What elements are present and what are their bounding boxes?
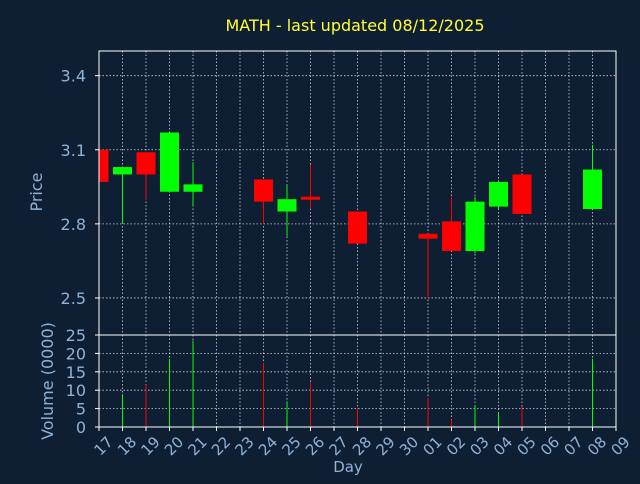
- candle-body: [113, 167, 132, 175]
- price-tick-labels: 2.5 2.8 3.1 3.4: [61, 67, 99, 308]
- x-tick-label: 30: [396, 433, 422, 459]
- x-tick-label: 08: [584, 433, 610, 459]
- chart-title: MATH - last updated 08/12/2025: [225, 16, 484, 35]
- candle-body: [99, 149, 109, 182]
- volume-grid: [99, 335, 616, 427]
- volume-tick-label: 10: [66, 381, 86, 400]
- x-tick-label: 09: [608, 433, 634, 459]
- x-tick-labels: 1718192021222324252627282930010203040506…: [91, 427, 634, 459]
- volume-panel-frame: [98, 334, 617, 428]
- price-tick-label: 2.8: [61, 215, 86, 234]
- x-tick-label: 23: [232, 433, 258, 459]
- candle-body: [277, 199, 297, 212]
- x-tick-label: 17: [91, 433, 117, 459]
- candle-body: [301, 196, 320, 200]
- price-tick-label: 3.4: [61, 67, 86, 86]
- x-tick-label: 29: [373, 433, 399, 459]
- price-axis-label: Price: [27, 172, 46, 211]
- x-tick-label: 01: [420, 433, 446, 459]
- price-grid: [99, 51, 616, 335]
- price-tick-label: 2.5: [61, 289, 86, 308]
- candle-body: [442, 221, 461, 252]
- x-tick-label: 25: [279, 433, 305, 459]
- candle-body: [160, 132, 179, 192]
- x-tick-label: 21: [185, 433, 211, 459]
- candle-body: [583, 169, 602, 210]
- x-axis-label: Day: [333, 458, 363, 476]
- x-tick-label: 28: [349, 433, 375, 459]
- x-tick-label: 19: [138, 433, 164, 459]
- x-tick-label: 18: [114, 433, 140, 459]
- candlestick-series: [98, 132, 602, 298]
- volume-axis-label: Volume (0000): [38, 322, 57, 440]
- candle-body: [254, 179, 273, 202]
- volume-tick-label: 25: [66, 326, 86, 345]
- candle-body: [465, 201, 485, 252]
- x-tick-label: 24: [255, 433, 281, 459]
- volume-tick-label: 15: [66, 363, 86, 382]
- x-tick-label: 04: [490, 433, 516, 459]
- volume-tick-label: 5: [76, 400, 86, 419]
- x-tick-label: 20: [161, 433, 187, 459]
- volume-tick-label: 0: [76, 418, 86, 437]
- x-tick-label: 06: [537, 433, 563, 459]
- candle-body: [183, 184, 203, 192]
- x-tick-label: 02: [443, 433, 469, 459]
- volume-series: [122, 340, 593, 427]
- candle-body: [512, 174, 532, 214]
- x-tick-label: 22: [208, 433, 234, 459]
- x-tick-label: 05: [514, 433, 540, 459]
- x-tick-label: 07: [561, 433, 587, 459]
- x-tick-label: 27: [326, 433, 352, 459]
- x-tick-label: 26: [302, 433, 328, 459]
- volume-tick-label: 20: [66, 344, 86, 363]
- price-tick-label: 3.1: [61, 141, 86, 160]
- x-tick-label: 03: [467, 433, 493, 459]
- candle-body: [489, 181, 508, 207]
- candle-body: [348, 211, 367, 244]
- candle-body: [418, 233, 438, 239]
- candle-body: [136, 152, 156, 175]
